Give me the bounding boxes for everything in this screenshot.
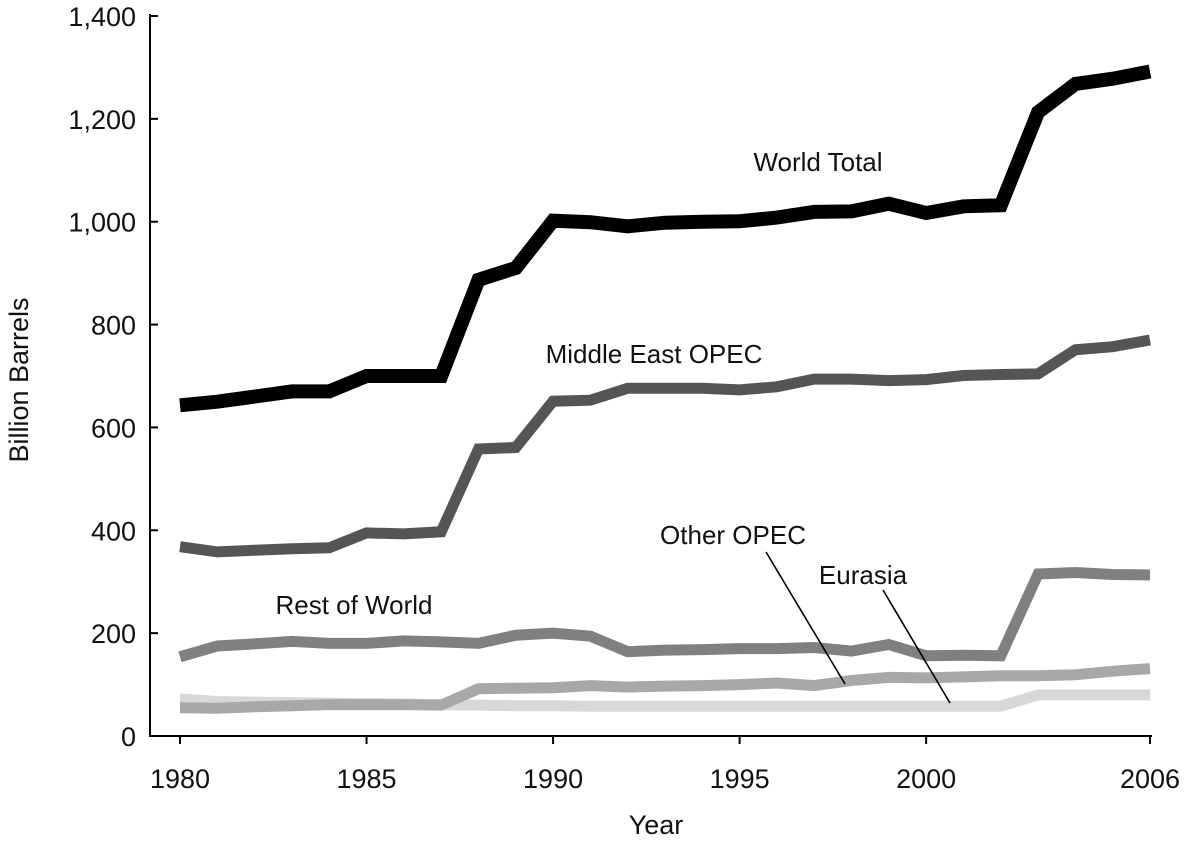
x-tick-label: 2000 (896, 764, 956, 794)
eurasia-leader-line (882, 589, 951, 704)
series-label-other-opec: Other OPEC (660, 520, 806, 550)
y-tick-label: 400 (91, 516, 136, 546)
series-label-world-total: World Total (753, 147, 882, 177)
series-line-other-opec (179, 663, 1151, 714)
y-tick-label: 200 (91, 619, 136, 649)
y-tick-label: 1,200 (68, 105, 136, 135)
x-tick-label: 1985 (336, 764, 396, 794)
axis-ticks: 0 200 400 600 800 1,000 1,200 1,400 1980 1985 1990… (68, 2, 1180, 794)
y-tick-label: 1,000 (68, 208, 136, 238)
series-line-rest-of-world (178, 566, 1151, 663)
y-tick-label: 600 (91, 413, 136, 443)
y-tick-label: 800 (91, 311, 136, 341)
series-label-middle-east-opec: Middle East OPEC (546, 339, 763, 369)
x-tick-label: 1990 (523, 764, 583, 794)
series-label-eurasia: Eurasia (819, 560, 908, 590)
y-tick-label: 1,400 (68, 2, 136, 32)
series-line-middle-east-opec (179, 334, 1151, 558)
x-axis-label: Year (629, 810, 684, 840)
x-tick-label: 1995 (710, 764, 770, 794)
series-lines (178, 64, 1152, 714)
y-tick-label: 0 (121, 722, 136, 752)
series-line-world-total (179, 64, 1152, 413)
series-label-rest-of-world: Rest of World (275, 590, 432, 620)
x-tick-label: 2006 (1120, 764, 1180, 794)
x-tick-label: 1980 (150, 764, 210, 794)
other-opec-leader-line (765, 551, 846, 685)
y-axis-label: Billion Barrels (4, 297, 34, 462)
